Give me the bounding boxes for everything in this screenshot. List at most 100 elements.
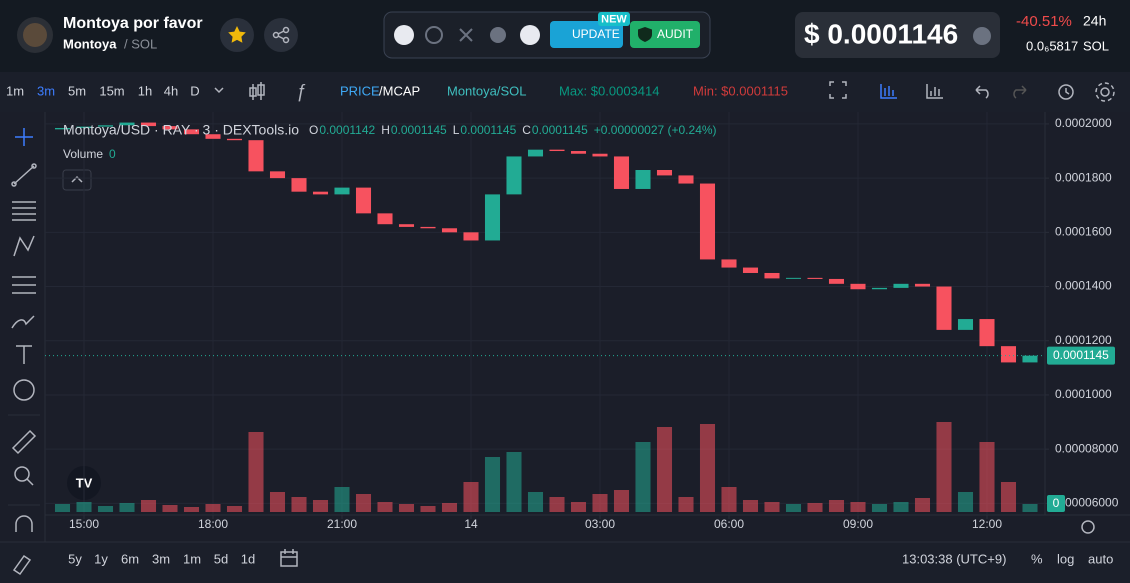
range-button[interactable]: 1d: [241, 551, 255, 566]
last-price-badge: [1047, 346, 1115, 365]
drawing-tools[interactable]: [11, 128, 37, 576]
legend-title: Montoya/USD · RAY · 3 · DEXTools.io: [63, 122, 299, 138]
website-link[interactable]: [425, 26, 443, 44]
min-price: Min: $0.0001115: [693, 83, 788, 98]
y-tick-label: 0.0001200: [1055, 333, 1112, 347]
range-button[interactable]: 5y: [68, 551, 82, 566]
volume-bar: [420, 506, 436, 512]
auto-toggle[interactable]: auto: [1088, 551, 1113, 566]
range-button[interactable]: 1y: [94, 551, 108, 566]
candle-body: [678, 175, 694, 184]
candle-body: [269, 171, 286, 179]
range-button[interactable]: 6m: [121, 551, 139, 566]
candle-body: [54, 127, 71, 130]
share-button[interactable]: [264, 18, 298, 52]
more-links[interactable]: [520, 25, 540, 45]
y-tick-label: 0.0001600: [1055, 225, 1112, 239]
info-icon[interactable]: [973, 27, 991, 45]
solana-link[interactable]: [394, 25, 414, 45]
candle-body: [957, 319, 974, 330]
price-toggle[interactable]: PRICE: [340, 83, 380, 98]
interval-button[interactable]: D: [190, 83, 199, 98]
toolbar-bg: [0, 72, 1130, 112]
ohlc-value: 0.0001145: [391, 123, 447, 137]
sol-unit: SOL: [1083, 38, 1109, 53]
axis-settings[interactable]: [1081, 520, 1095, 534]
token-symbol: Montoya: [63, 36, 117, 51]
share-icon: [272, 26, 290, 44]
audit-button[interactable]: [630, 21, 700, 48]
candle-body: [463, 232, 479, 241]
change-period: 24h: [1083, 13, 1106, 29]
toolbar-right-icons[interactable]: [829, 81, 1115, 102]
log-toggle[interactable]: log: [1057, 551, 1074, 566]
volume-bar: [312, 500, 329, 512]
y-tick-label: 0.00008000: [1055, 441, 1119, 455]
telegram-link[interactable]: [490, 27, 506, 43]
candle-body: [312, 191, 329, 195]
candle-body: [807, 277, 823, 279]
interval-dropdown[interactable]: [214, 87, 224, 94]
volume-bar: [656, 427, 673, 512]
interval-button[interactable]: 1h: [138, 83, 152, 98]
candle-body: [226, 138, 243, 141]
volume-bar: [893, 502, 909, 512]
pair-toggle[interactable]: Montoya/SOL: [447, 83, 527, 98]
price-change: -40.51%: [1016, 13, 1072, 30]
volume-bar: [828, 500, 845, 512]
interval-button[interactable]: 5m: [68, 83, 86, 98]
candle-body: [506, 156, 522, 195]
audit-label: AUDIT: [657, 27, 694, 41]
token-logo-inner: [23, 23, 47, 47]
candle-body: [785, 277, 802, 279]
x-link[interactable]: [459, 28, 473, 42]
volume-bar: [97, 506, 114, 512]
candle-body: [162, 126, 178, 130]
range-button[interactable]: 3m: [152, 551, 170, 566]
ohlc-key: O: [309, 123, 318, 137]
volume-bar: [592, 494, 608, 512]
volume-bar: [291, 497, 307, 512]
volume-bar: [183, 507, 200, 512]
volume-bar: [162, 505, 178, 512]
volume-bar: [1000, 482, 1017, 512]
candle-body: [656, 169, 673, 176]
percent-toggle[interactable]: %: [1031, 551, 1043, 566]
x-tick-label: 15:00: [69, 517, 99, 531]
mcap-toggle[interactable]: /MCAP: [379, 83, 420, 98]
x-tick-label: 03:00: [585, 517, 615, 531]
candle-body: [355, 187, 372, 214]
volume-bar: [570, 502, 587, 512]
date-range-icon[interactable]: [280, 549, 298, 567]
volume-bar: [506, 452, 522, 512]
indicators-icon[interactable]: ƒ: [296, 81, 306, 101]
volume-bar: [441, 503, 458, 512]
range-button[interactable]: 1m: [183, 551, 201, 566]
update-button[interactable]: [550, 21, 623, 48]
ohlc-key: L: [453, 123, 460, 137]
interval-button[interactable]: 4h: [164, 83, 178, 98]
interval-button[interactable]: 3m: [37, 83, 55, 98]
x-tick-label: 18:00: [198, 517, 228, 531]
volume-bar: [807, 503, 823, 512]
volume-bar: [527, 492, 544, 512]
volume-bar: [76, 502, 92, 512]
volume-bar: [936, 422, 952, 512]
volume-bar: [979, 442, 995, 512]
candle-body: [613, 156, 630, 189]
volume-bar: [248, 432, 264, 512]
x-tick-label: 21:00: [327, 517, 357, 531]
candle-body: [97, 125, 114, 127]
candle-body: [1000, 346, 1017, 363]
interval-button[interactable]: 1m: [6, 83, 24, 98]
star-icon: [228, 26, 246, 43]
volume-bar: [850, 502, 866, 512]
y-tick-label: 0.0002000: [1055, 116, 1112, 130]
range-button[interactable]: 5d: [214, 551, 228, 566]
collapse-button[interactable]: [62, 169, 92, 191]
candle-type-icon[interactable]: [249, 82, 265, 100]
interval-button[interactable]: 15m: [99, 83, 124, 98]
candle-body: [979, 319, 995, 347]
